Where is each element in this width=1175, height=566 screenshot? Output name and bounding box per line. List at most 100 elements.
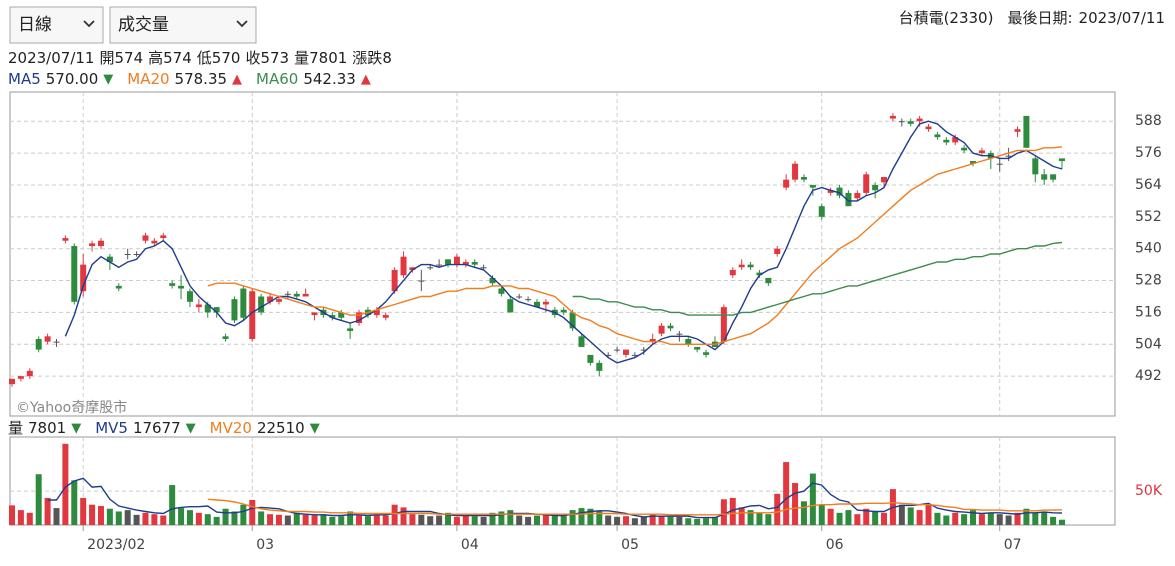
- volume-bar: [471, 516, 478, 525]
- volume-bar: [845, 510, 852, 525]
- volume-bar: [961, 514, 968, 525]
- volume-bar: [35, 474, 42, 525]
- volume-bar: [240, 504, 247, 525]
- volume-bar: [569, 510, 576, 525]
- volume-bar: [774, 493, 781, 525]
- volume-bar: [694, 518, 701, 525]
- volume-bar: [418, 514, 425, 525]
- select-label[interactable]: 日線: [18, 15, 52, 35]
- volume-bar: [97, 506, 104, 525]
- candle-body: [836, 187, 843, 196]
- legend-value: 7801: [28, 419, 66, 437]
- volume-bar: [231, 511, 238, 525]
- candle-body: [89, 243, 96, 247]
- chevron[interactable]: [236, 20, 248, 28]
- candle-body: [952, 137, 959, 143]
- chevron[interactable]: [83, 20, 95, 28]
- volume-bar: [80, 497, 87, 525]
- y-tick-label: 528: [1135, 273, 1162, 289]
- legend: 量 7801 ▼ MV5 17677 ▼ MV20 22510 ▼: [8, 419, 320, 437]
- volume-bar: [275, 514, 282, 525]
- candle-body: [578, 336, 585, 347]
- volume-bar: [169, 485, 176, 525]
- volume-bar: [711, 516, 718, 525]
- volume-bar: [311, 515, 318, 525]
- indicator-select[interactable]: 成交量: [109, 6, 257, 44]
- select-box[interactable]: [109, 6, 257, 44]
- x-tick-label: 04: [461, 537, 479, 553]
- volume-bar: [338, 516, 345, 525]
- candle-body: [1023, 115, 1030, 148]
- quote-value: 8: [382, 49, 392, 67]
- candle-body: [516, 296, 523, 298]
- legend-name: MA20: [127, 70, 169, 88]
- candle-body: [222, 336, 229, 339]
- candle-body: [622, 349, 629, 355]
- candle-body: [71, 246, 78, 302]
- candle-body: [756, 272, 763, 276]
- y-tick-label: 492: [1135, 368, 1162, 384]
- line-series: [207, 146, 1063, 345]
- volume-panel: [9, 436, 1116, 526]
- candle-body: [436, 264, 443, 266]
- quote-value: 574: [163, 49, 192, 67]
- volume-bar: [427, 516, 434, 525]
- volume-bar: [498, 511, 505, 525]
- candle-body: [462, 261, 469, 265]
- candle-body: [943, 139, 950, 143]
- candle-body: [889, 115, 896, 119]
- candle-body: [231, 299, 238, 321]
- line-series: [207, 498, 1063, 516]
- volume-bar: [881, 512, 888, 525]
- legend-trend: ▲: [232, 72, 242, 87]
- volume-bar: [578, 508, 585, 525]
- quote-label: 漲跌: [352, 49, 382, 67]
- candle-body: [186, 291, 193, 302]
- stock-info: 台積電(2330) 最後日期: 2023/07/11: [899, 9, 1165, 27]
- candle-body: [996, 163, 1003, 165]
- candle-body: [373, 309, 380, 316]
- candle-body: [17, 376, 24, 379]
- volume-bar: [898, 504, 905, 525]
- quote-label: 開: [99, 49, 114, 67]
- volume-bar: [44, 497, 51, 525]
- candle-body: [356, 312, 363, 324]
- volume-bar: [658, 515, 665, 525]
- candle-body: [311, 312, 318, 316]
- volume-bar: [507, 510, 514, 525]
- quote-date: 2023/07/11: [8, 49, 94, 67]
- candle-body: [854, 192, 861, 199]
- volume-bar: [800, 501, 807, 525]
- candle-body: [614, 349, 621, 351]
- candle-body: [881, 176, 888, 183]
- volume-bar: [302, 514, 309, 525]
- candle-body: [169, 283, 176, 286]
- period-select[interactable]: 日線: [9, 6, 104, 44]
- candle-body: [694, 346, 701, 350]
- candle-body: [160, 235, 167, 239]
- candle-body: [391, 269, 398, 292]
- candle-body: [204, 304, 211, 313]
- candle-body: [97, 240, 104, 247]
- quote-line: 2023/07/11 開574 高574 低570 收573 量7801 漲跌8: [8, 49, 392, 67]
- volume-bar: [213, 516, 220, 525]
- volume-bar: [89, 504, 96, 525]
- line-series: [47, 477, 1063, 519]
- volume-bar: [783, 462, 790, 525]
- volume-bar: [640, 516, 647, 525]
- volume-bar: [1059, 519, 1065, 525]
- candle-body: [35, 338, 42, 350]
- volume-bar: [151, 514, 158, 525]
- legend-value: 542.33: [303, 70, 356, 88]
- volume-bar: [729, 497, 736, 525]
- select-label[interactable]: 成交量: [118, 15, 169, 35]
- candle-body: [445, 259, 452, 265]
- volume-bar: [373, 514, 380, 525]
- x-tick-label: 2023/02: [87, 537, 145, 553]
- quote-label: 量: [294, 49, 309, 67]
- line-series: [64, 120, 1063, 364]
- volume-bar: [284, 515, 291, 525]
- candle-body: [747, 264, 754, 268]
- candle-body: [907, 121, 914, 124]
- volume-bar: [382, 515, 389, 525]
